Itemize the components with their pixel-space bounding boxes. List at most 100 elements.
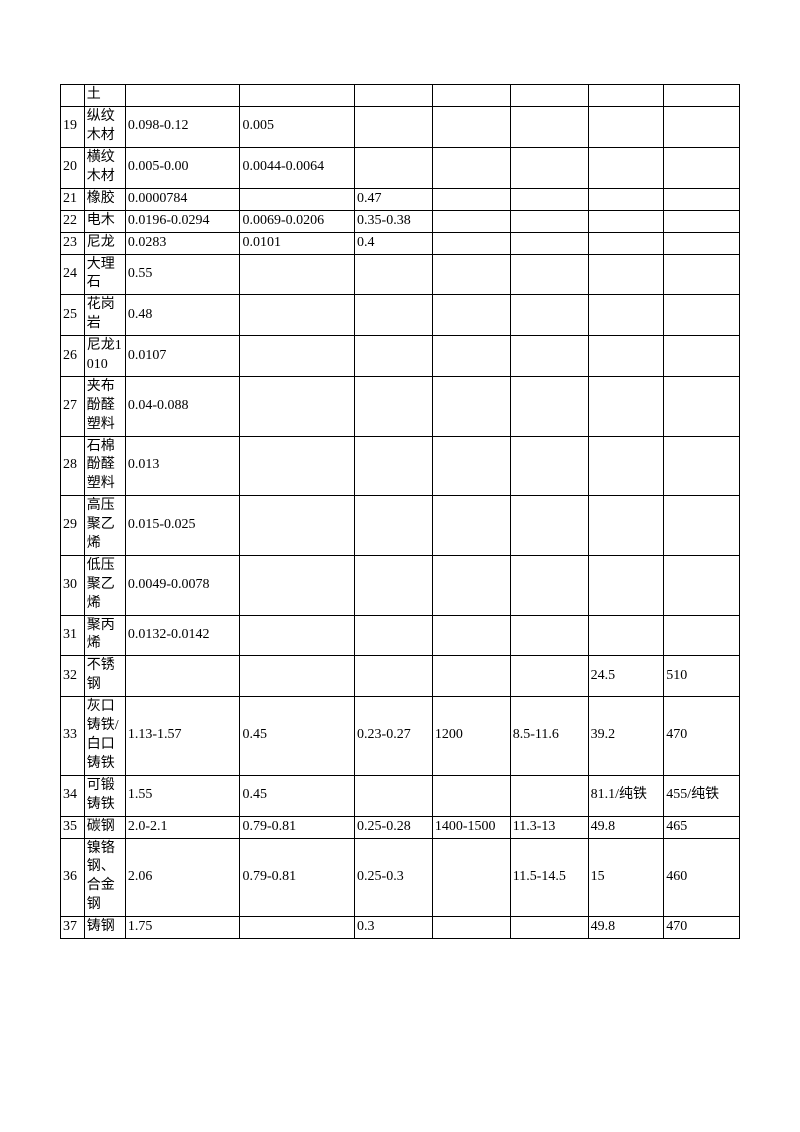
cell-c3: 0.0283 (125, 232, 240, 254)
cell-c4 (240, 188, 355, 210)
cell-c5 (355, 85, 433, 107)
cell-num: 35 (61, 816, 85, 838)
cell-c4 (240, 615, 355, 656)
cell-c7 (510, 232, 588, 254)
cell-c6: 1400-1500 (432, 816, 510, 838)
cell-num: 33 (61, 697, 85, 776)
cell-c5: 0.4 (355, 232, 433, 254)
cell-c8 (588, 555, 664, 615)
cell-c6 (432, 917, 510, 939)
cell-c6 (432, 188, 510, 210)
cell-c9 (664, 615, 740, 656)
cell-c9: 510 (664, 656, 740, 697)
cell-c4 (240, 436, 355, 496)
cell-c7: 11.3-13 (510, 816, 588, 838)
cell-name: 尼龙1010 (84, 336, 125, 377)
table-row: 35碳钢2.0-2.10.79-0.810.25-0.281400-150011… (61, 816, 740, 838)
table-row: 27夹布酚醛塑料0.04-0.088 (61, 376, 740, 436)
cell-c7 (510, 775, 588, 816)
cell-c6 (432, 107, 510, 148)
cell-c3: 0.015-0.025 (125, 496, 240, 556)
table-row: 33灰口铸铁/白口铸铁1.13-1.570.450.23-0.2712008.5… (61, 697, 740, 776)
cell-num: 23 (61, 232, 85, 254)
table-row: 20横纹木材0.005-0.000.0044-0.0064 (61, 147, 740, 188)
materials-table: 土19纵纹木材0.098-0.120.00520横纹木材0.005-0.000.… (60, 84, 740, 939)
cell-c4: 0.45 (240, 775, 355, 816)
cell-c9 (664, 232, 740, 254)
cell-name: 纵纹木材 (84, 107, 125, 148)
cell-c5 (355, 615, 433, 656)
cell-name: 橡胶 (84, 188, 125, 210)
cell-c4: 0.0069-0.0206 (240, 210, 355, 232)
cell-num: 36 (61, 838, 85, 917)
cell-c5 (355, 656, 433, 697)
cell-c8: 49.8 (588, 917, 664, 939)
cell-c3: 0.0107 (125, 336, 240, 377)
cell-c4: 0.0101 (240, 232, 355, 254)
cell-num: 29 (61, 496, 85, 556)
cell-c6 (432, 254, 510, 295)
cell-c4 (240, 295, 355, 336)
cell-c6 (432, 147, 510, 188)
cell-c5 (355, 107, 433, 148)
cell-c3: 1.75 (125, 917, 240, 939)
cell-c8 (588, 107, 664, 148)
cell-c3: 0.098-0.12 (125, 107, 240, 148)
cell-c3 (125, 656, 240, 697)
cell-name: 电木 (84, 210, 125, 232)
cell-c3: 2.0-2.1 (125, 816, 240, 838)
cell-c6 (432, 496, 510, 556)
cell-name: 不锈钢 (84, 656, 125, 697)
table-row: 29高压聚乙烯0.015-0.025 (61, 496, 740, 556)
cell-c4 (240, 917, 355, 939)
cell-c8: 81.1/纯铁 (588, 775, 664, 816)
cell-c3: 0.005-0.00 (125, 147, 240, 188)
cell-c9: 465 (664, 816, 740, 838)
cell-c6 (432, 295, 510, 336)
table-row: 23尼龙0.02830.01010.4 (61, 232, 740, 254)
table-row: 36镍铬钢、合金钢2.060.79-0.810.25-0.311.5-14.51… (61, 838, 740, 917)
cell-c9 (664, 555, 740, 615)
cell-name: 大理石 (84, 254, 125, 295)
cell-c9 (664, 85, 740, 107)
cell-c4 (240, 376, 355, 436)
cell-c6 (432, 210, 510, 232)
table-row: 21橡胶0.00007840.47 (61, 188, 740, 210)
cell-num: 27 (61, 376, 85, 436)
cell-c4 (240, 336, 355, 377)
table-row: 土 (61, 85, 740, 107)
table-row: 25花岗岩0.48 (61, 295, 740, 336)
table-body: 土19纵纹木材0.098-0.120.00520横纹木材0.005-0.000.… (61, 85, 740, 939)
cell-c5: 0.47 (355, 188, 433, 210)
cell-c7 (510, 147, 588, 188)
cell-c9: 460 (664, 838, 740, 917)
cell-c4: 0.79-0.81 (240, 838, 355, 917)
cell-c6 (432, 336, 510, 377)
cell-c3: 0.013 (125, 436, 240, 496)
cell-c7 (510, 656, 588, 697)
table-row: 24大理石0.55 (61, 254, 740, 295)
cell-c9 (664, 254, 740, 295)
cell-name: 石棉酚醛塑料 (84, 436, 125, 496)
cell-c6 (432, 376, 510, 436)
cell-c6: 1200 (432, 697, 510, 776)
cell-c6 (432, 436, 510, 496)
cell-name: 尼龙 (84, 232, 125, 254)
cell-c7 (510, 336, 588, 377)
cell-c5 (355, 295, 433, 336)
cell-c7 (510, 615, 588, 656)
cell-c5: 0.25-0.28 (355, 816, 433, 838)
cell-c5: 0.23-0.27 (355, 697, 433, 776)
cell-name: 夹布酚醛塑料 (84, 376, 125, 436)
cell-c7 (510, 254, 588, 295)
table-row: 37铸钢1.750.349.8470 (61, 917, 740, 939)
cell-c6 (432, 85, 510, 107)
cell-c7 (510, 555, 588, 615)
cell-c7: 8.5-11.6 (510, 697, 588, 776)
cell-c8 (588, 376, 664, 436)
cell-c8: 49.8 (588, 816, 664, 838)
cell-c4 (240, 656, 355, 697)
cell-c6 (432, 656, 510, 697)
cell-c6 (432, 615, 510, 656)
cell-num: 32 (61, 656, 85, 697)
